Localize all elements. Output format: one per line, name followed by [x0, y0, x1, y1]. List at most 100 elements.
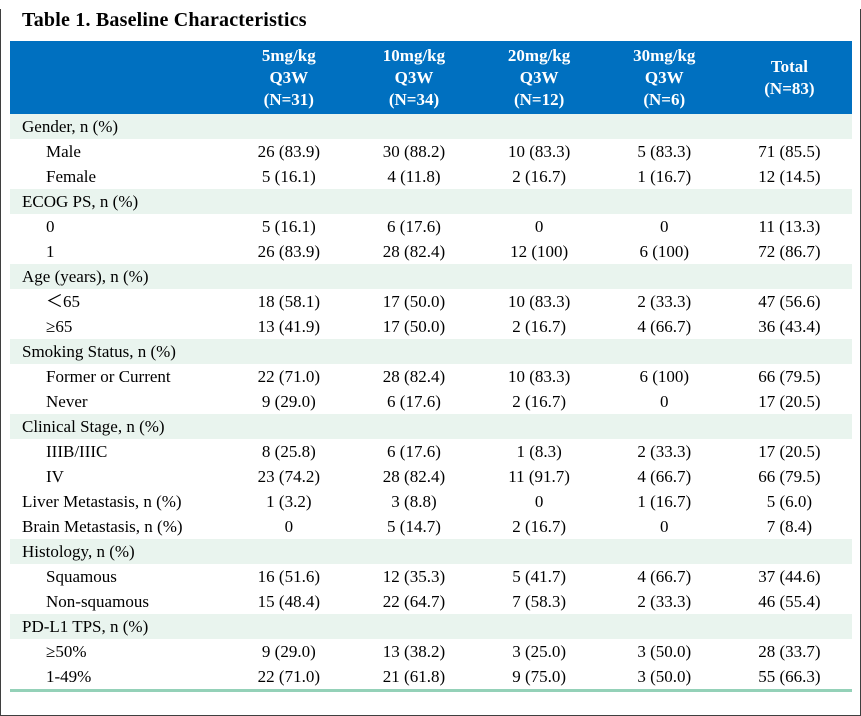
- schedule-line: Q3W: [519, 67, 559, 87]
- schedule-line: Q3W: [394, 67, 434, 87]
- table-row: Non-squamous 15 (48.4) 22 (64.7) 7 (58.3) 2 …: [10, 589, 852, 614]
- row-label: Liver Metastasis, n (%): [22, 492, 182, 511]
- table-row: 1-49% 22 (71.0) 21 (61.8) 9 (75.0) 3 (50.0) 5…: [10, 664, 852, 691]
- n-line: (N=83): [764, 78, 815, 98]
- cell-value: 3 (50.0): [637, 642, 692, 661]
- n-line: (N=31): [263, 89, 314, 109]
- row-label: Former or Current: [46, 367, 171, 386]
- cell-value: 18 (58.1): [257, 292, 320, 311]
- cell-value: 72 (86.7): [758, 242, 821, 261]
- table-row: IIIB/IIIC 8 (25.8) 6 (17.6) 1 (8.3) 2 (33.3)…: [10, 439, 852, 464]
- cell-value: 11 (91.7): [508, 467, 570, 486]
- column-header-30mgkg: 30mg/kg Q3W (N=6): [601, 41, 727, 114]
- cell-value: 2 (16.7): [512, 317, 567, 336]
- cell-value: 9 (29.0): [261, 642, 316, 661]
- table-row: ECOG PS, n (%): [10, 189, 852, 214]
- cell-value: 6 (100): [639, 242, 690, 261]
- table-row: ≥65 13 (41.9) 17 (50.0) 2 (16.7) 4 (66.7) 36 …: [10, 314, 852, 339]
- cell-value: 16 (51.6): [257, 567, 320, 586]
- row-label: PD-L1 TPS, n (%): [10, 614, 852, 639]
- cell-value: 4 (66.7): [637, 467, 692, 486]
- row-label: ≥50%: [46, 642, 87, 661]
- cell-value: 2 (33.3): [637, 292, 692, 311]
- column-header-10mgkg: 10mg/kg Q3W (N=34): [351, 41, 477, 114]
- row-label: Never: [46, 392, 88, 411]
- cell-value: 17 (20.5): [758, 442, 821, 461]
- cell-value: 71 (85.5): [758, 142, 821, 161]
- row-label: Gender, n (%): [10, 114, 852, 139]
- cell-value: 28 (82.4): [382, 467, 446, 486]
- cell-value: 66 (79.5): [758, 467, 821, 486]
- cell-value: 2 (16.7): [512, 167, 567, 186]
- cell-value: 36 (43.4): [758, 317, 821, 336]
- cell-value: 55 (66.3): [758, 667, 821, 686]
- table-row: Squamous 16 (51.6) 12 (35.3) 5 (41.7) 4 (66.…: [10, 564, 852, 589]
- cell-value: 2 (16.7): [512, 517, 567, 536]
- table-row: IV 23 (74.2) 28 (82.4) 11 (91.7) 4 (66.7) 66 …: [10, 464, 852, 489]
- cell-value: 66 (79.5): [758, 367, 821, 386]
- column-header-total: Total (N=83): [726, 41, 852, 114]
- cell-value: 28 (82.4): [382, 367, 446, 386]
- column-header-5mgkg: 5mg/kg Q3W (N=31): [226, 41, 352, 114]
- cell-value: 10 (83.3): [507, 292, 571, 311]
- cell-value: 47 (56.6): [758, 292, 821, 311]
- dose-line: 20mg/kg: [507, 45, 571, 65]
- cell-value: 10 (83.3): [507, 142, 571, 161]
- schedule-line: Q3W: [644, 67, 684, 87]
- cell-value: 0: [659, 392, 669, 411]
- empty-header-cell: [10, 41, 227, 114]
- dose-line: 30mg/kg: [633, 45, 696, 65]
- row-label: 1-49%: [46, 667, 92, 686]
- table-row: Female 5 (16.1) 4 (11.8) 2 (16.7) 1 (16.7) 12…: [10, 164, 852, 189]
- table-row: 0 5 (16.1) 6 (17.6) 0 0 11 (13.3): [10, 214, 852, 239]
- row-label: Brain Metastasis, n (%): [22, 517, 183, 536]
- row-label: ＜65: [46, 292, 80, 311]
- row-label: Age (years), n (%): [10, 264, 852, 289]
- cell-value: 26 (83.9): [257, 242, 320, 261]
- cell-value: 6 (17.6): [387, 442, 441, 461]
- table-row: Never 9 (29.0) 6 (17.6) 2 (16.7) 0 17 (20.5): [10, 389, 852, 414]
- row-label: Smoking Status, n (%): [10, 339, 852, 364]
- cell-value: 26 (83.9): [257, 142, 320, 161]
- n-line: (N=12): [513, 89, 565, 109]
- cell-value: 1 (16.7): [637, 492, 692, 511]
- cell-value: 13 (38.2): [382, 642, 446, 661]
- cell-value: 7 (8.4): [766, 517, 813, 536]
- cell-value: 5 (83.3): [637, 142, 692, 161]
- cell-value: 0: [534, 492, 544, 511]
- cell-value: 13 (41.9): [257, 317, 320, 336]
- n-line: (N=6): [643, 89, 686, 109]
- cell-value: 1 (3.2): [266, 492, 312, 511]
- row-label: ECOG PS, n (%): [10, 189, 852, 214]
- cell-value: 1 (8.3): [516, 442, 562, 461]
- table-row: Brain Metastasis, n (%) 0 5 (14.7) 2 (16.7)…: [10, 514, 852, 539]
- row-label: IIIB/IIIC: [46, 442, 108, 461]
- table-row: ＜65 18 (58.1) 17 (50.0) 10 (83.3) 2 (33.3) 47…: [10, 289, 852, 314]
- row-label: Non-squamous: [46, 592, 149, 611]
- cell-value: 17 (20.5): [758, 392, 821, 411]
- cell-value: 22 (71.0): [257, 667, 320, 686]
- cell-value: 11 (13.3): [758, 217, 821, 236]
- row-label: Histology, n (%): [10, 539, 852, 564]
- row-label: 1: [46, 242, 55, 261]
- cell-value: 3 (50.0): [637, 667, 692, 686]
- cell-value: 2 (16.7): [512, 392, 567, 411]
- cell-value: 21 (61.8): [382, 667, 446, 686]
- cell-value: 12 (14.5): [758, 167, 821, 186]
- table-row: 1 26 (83.9) 28 (82.4) 12 (100) 6 (100) 72 (86…: [10, 239, 852, 264]
- cell-value: 3 (8.8): [391, 492, 437, 511]
- cell-value: 5 (16.1): [261, 167, 316, 186]
- table-body: Gender, n (%) Male 26 (83.9) 30 (88.2) 10 (8…: [10, 114, 852, 691]
- baseline-characteristics-table: 5mg/kg Q3W (N=31) 10mg/kg Q3W (N=34) 20m…: [10, 41, 852, 692]
- dose-line: 5mg/kg: [261, 45, 316, 65]
- table-row: Age (years), n (%): [10, 264, 852, 289]
- cell-value: 30 (88.2): [382, 142, 446, 161]
- cell-value: 22 (71.0): [257, 367, 320, 386]
- total-line: Total: [770, 56, 808, 76]
- table-row: Male 26 (83.9) 30 (88.2) 10 (83.3) 5 (83.3) 7…: [10, 139, 852, 164]
- cell-value: 28 (33.7): [758, 642, 821, 661]
- row-label: 0: [46, 217, 55, 236]
- cell-value: 1 (16.7): [637, 167, 692, 186]
- cell-value: 12 (35.3): [382, 567, 446, 586]
- cell-value: 5 (6.0): [766, 492, 813, 511]
